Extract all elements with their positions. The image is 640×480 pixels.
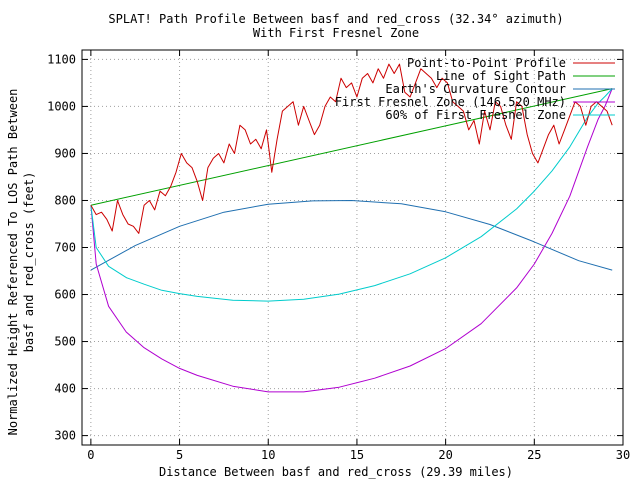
x-tick-label: 30 (616, 448, 630, 462)
y-tick-label: 1000 (47, 99, 76, 113)
series-line-2 (90, 200, 613, 271)
x-tick-label: 10 (261, 448, 275, 462)
x-tick-label: 20 (438, 448, 452, 462)
y-tick-label: 800 (54, 193, 76, 207)
y-tick-label: 400 (54, 382, 76, 396)
y-tick-label: 900 (54, 146, 76, 160)
x-tick-label: 25 (527, 448, 541, 462)
legend-entry-label: Earth's Curvature Contour (385, 82, 566, 96)
x-tick-label: 0 (87, 448, 94, 462)
series-line-1 (90, 88, 613, 206)
series-line-4 (90, 88, 613, 302)
legend-entry-label: Point-to-Point Profile (407, 56, 566, 70)
y-axis-label-line2: basf and red_cross (feet) (22, 172, 36, 353)
chart-subtitle: With First Fresnel Zone (253, 26, 419, 40)
y-axis-label-line1: Normalized Height Referenced To LOS Path… (6, 89, 20, 436)
y-tick-label: 1100 (47, 52, 76, 66)
legend-entry-label: First Fresnel Zone (146.520 MHz) (335, 95, 566, 109)
series-line-0 (90, 63, 613, 234)
y-tick-label: 600 (54, 288, 76, 302)
x-tick-label: 15 (350, 448, 364, 462)
series-line-3 (90, 88, 613, 393)
y-tick-label: 300 (54, 429, 76, 443)
x-tick-label: 5 (176, 448, 183, 462)
legend-entry-label: 60% of First Fresnel Zone (385, 108, 566, 122)
plot-frame (81, 49, 624, 446)
y-tick-label: 700 (54, 241, 76, 255)
x-axis-label: Distance Between basf and red_cross (29.… (159, 465, 513, 479)
legend-entry-label: Line of Sight Path (436, 69, 566, 83)
series-lines (90, 63, 613, 393)
chart-title: SPLAT! Path Profile Between basf and red… (108, 12, 563, 26)
y-tick-label: 500 (54, 335, 76, 349)
